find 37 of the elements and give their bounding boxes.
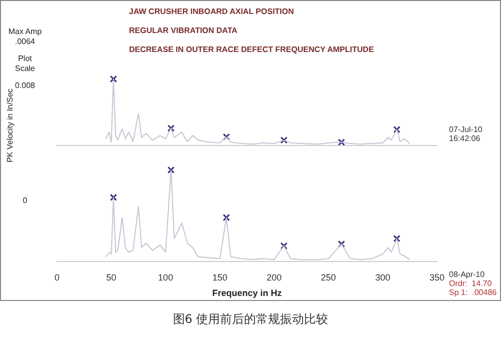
x-tick-label: 300 (375, 272, 390, 282)
x-tick-label: 0 (54, 272, 60, 282)
text: Scale (14, 64, 36, 73)
x-tick-label: 100 (158, 272, 174, 282)
point (338, 138, 346, 146)
x-tick-label: 50 (106, 272, 116, 282)
text: Plot (17, 54, 33, 63)
point (167, 166, 175, 174)
text: Sp 1: .00486 (449, 288, 498, 297)
text: 0 (22, 196, 28, 205)
point (393, 234, 400, 242)
chart-title: JAW CRUSHER INBOARD AXIAL POSITION (129, 7, 295, 16)
point (280, 136, 288, 144)
x-axis-title: Frequency in Hz (212, 288, 282, 298)
point (167, 124, 175, 132)
text: DECREASE IN OUTER RACE DEFECT FREQUENCY AMPLITUDE (129, 45, 375, 54)
chart-subtitle: REGULAR VIBRATION DATA (129, 26, 238, 35)
text: Ordr: 14.70 (449, 279, 493, 288)
y-axis-title: PK Velocity in In/Sec (6, 88, 14, 164)
text: 07-Jul-10 (449, 125, 484, 134)
text: 16:42:06 (449, 134, 482, 143)
point (110, 194, 118, 201)
point (110, 75, 118, 83)
text: .0064 (14, 37, 36, 46)
x-tick-label: 250 (320, 272, 336, 282)
point (338, 240, 346, 248)
text: 0.008 (14, 81, 36, 90)
point (280, 242, 288, 250)
text: 08-Apr-10 (449, 270, 486, 279)
text: Max Amp (7, 27, 43, 36)
x-tick-label: 150 (212, 272, 228, 282)
caption: 图6 使用前后的常规振动比较 (172, 311, 330, 328)
x-tick-label: 350 (429, 272, 445, 282)
point (222, 214, 230, 222)
x-tick-label: 200 (266, 272, 282, 282)
point (393, 126, 400, 134)
point (222, 133, 230, 140)
